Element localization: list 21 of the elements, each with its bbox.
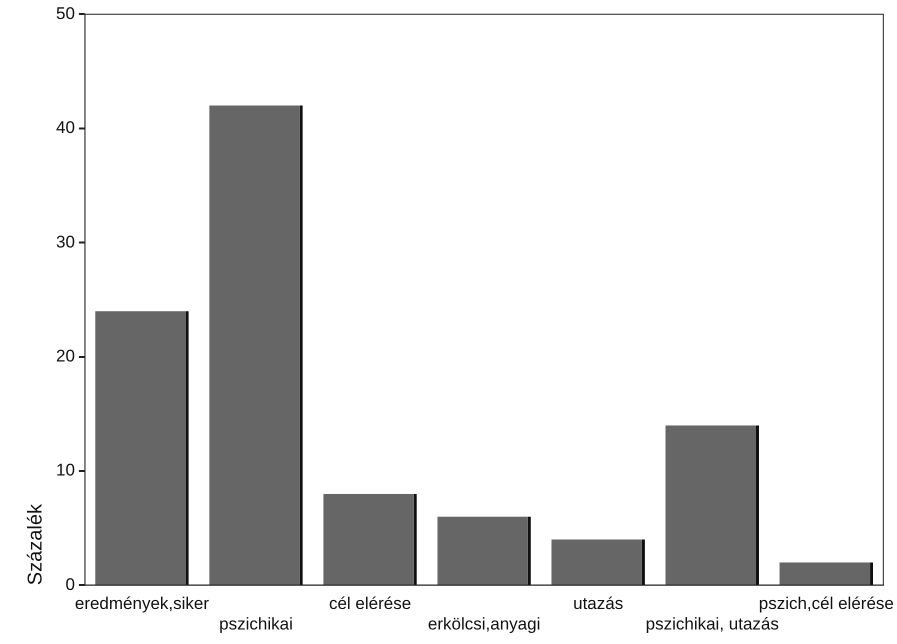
x-tick-label: pszich,cél elérése (758, 594, 894, 614)
y-tick-label: 30 (56, 232, 75, 252)
y-tick-label: 0 (65, 574, 75, 594)
bar (323, 494, 414, 585)
x-tick-label: eredmények,siker (74, 594, 210, 614)
x-tick-label: erkölcsi,anyagi (428, 614, 540, 634)
x-tick-label: utazás (573, 594, 624, 614)
y-tick-label: 20 (56, 346, 75, 366)
bar (780, 562, 870, 585)
bar (551, 540, 642, 585)
bar (209, 106, 300, 585)
x-tick-label: pszichikai, utazás (646, 614, 779, 634)
y-tick-label: 50 (56, 4, 75, 23)
y-tick-label: 10 (56, 460, 75, 480)
bar (95, 311, 186, 585)
bar (437, 516, 528, 585)
bar (665, 425, 756, 585)
x-tick-label: cél elérése (328, 594, 412, 614)
y-axis-title: Százalék (24, 503, 47, 586)
y-tick-label: 40 (56, 118, 75, 138)
x-tick-label: pszichikai (219, 614, 293, 634)
